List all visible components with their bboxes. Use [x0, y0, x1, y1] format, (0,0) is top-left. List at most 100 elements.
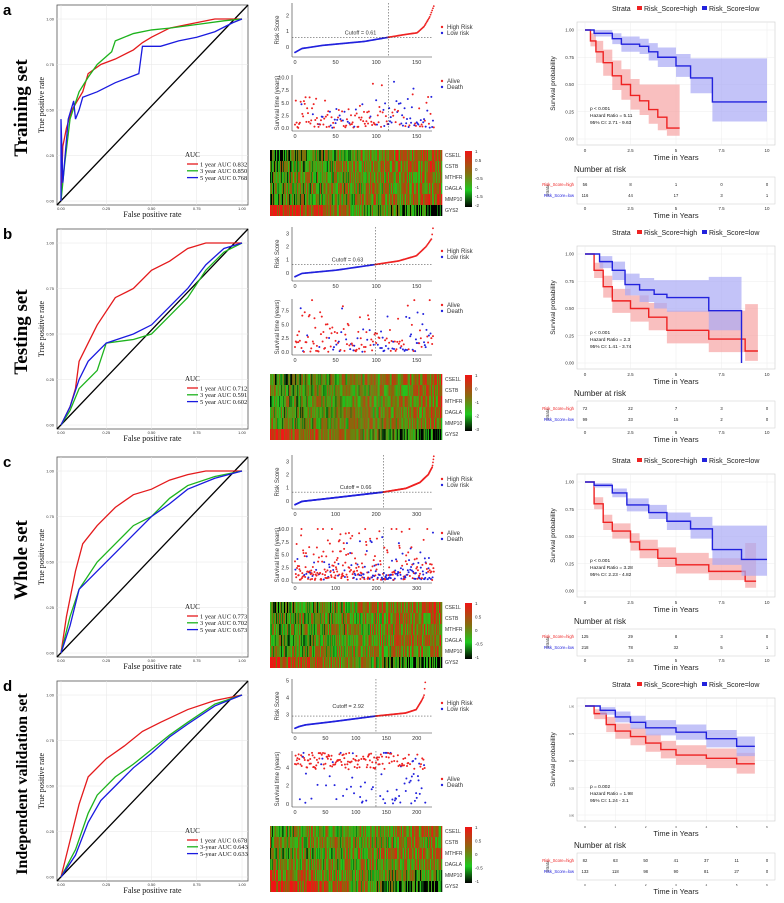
heatmap-cell	[312, 161, 314, 172]
alive-point	[388, 329, 391, 332]
km-stat-text: p < 0.001	[590, 558, 610, 564]
risk-xtick-label: 150	[412, 60, 421, 66]
heatmap-cell	[418, 396, 421, 407]
heatmap-cell	[422, 429, 425, 440]
heatmap-cell	[381, 613, 383, 624]
heatmap-cell	[415, 657, 417, 668]
heatmap-cell	[353, 150, 355, 161]
heatmap-cell	[364, 150, 366, 161]
heatmap-cell	[372, 429, 374, 440]
heatmap-cell	[304, 194, 306, 205]
heatmap-cell	[301, 418, 303, 429]
heatmap-cell	[430, 602, 432, 613]
alive-point	[342, 328, 345, 331]
alive-point	[305, 120, 308, 123]
heatmap-cell	[400, 161, 402, 172]
death-point	[415, 342, 418, 345]
heatmap-cell	[423, 396, 426, 407]
death-point	[331, 126, 334, 129]
heatmap-cell	[397, 172, 399, 183]
heatmap-cell	[308, 635, 310, 646]
km-xlabel: Time in Years	[653, 377, 698, 386]
heatmap-cell	[299, 194, 301, 205]
heatmap-cell	[353, 624, 355, 635]
surv-xtick-label: 300	[412, 586, 421, 592]
heatmap-cell	[372, 635, 374, 646]
heatmap-cell	[365, 183, 367, 194]
heatmap-cell	[376, 150, 378, 161]
heatmap-cell	[330, 613, 332, 624]
alive-point	[316, 571, 319, 574]
km-ytick-label: 0.75	[565, 507, 574, 512]
alive-point	[362, 110, 365, 113]
heatmap-cell	[367, 418, 369, 429]
km-ytick-label: 0.50	[565, 82, 574, 87]
death-point	[318, 345, 321, 348]
alive-point	[360, 572, 363, 575]
death-point	[424, 346, 427, 349]
heatmap-cell	[380, 183, 382, 194]
death-point	[352, 349, 355, 352]
heatmap-cell	[302, 161, 304, 172]
heatmap-cell	[400, 183, 402, 194]
auc-legend-entry: 1 year AUC 0.712	[200, 385, 247, 392]
heatmap-cell	[306, 183, 308, 194]
heatmap-cell	[312, 194, 314, 205]
heatmap-cell	[423, 407, 426, 418]
alive-point	[358, 347, 361, 350]
heatmap-cell	[370, 205, 372, 216]
heatmap-cell	[284, 374, 286, 385]
heatmap-cell	[299, 624, 301, 635]
alive-point	[391, 111, 394, 114]
roc-xtick-label: 1.00	[238, 430, 247, 435]
death-point	[425, 328, 428, 331]
heatmap-cell	[333, 172, 335, 183]
death-point	[358, 540, 361, 543]
heatmap-cell	[404, 418, 407, 429]
alive-point	[401, 564, 404, 567]
alive-point	[429, 112, 432, 115]
heatmap-cell	[283, 602, 285, 613]
heatmap-cell	[319, 161, 321, 172]
heatmap-cell	[437, 172, 439, 183]
heatmap-cell	[431, 624, 433, 635]
heatmap-cell	[401, 602, 403, 613]
death-point	[414, 350, 417, 353]
heatmap-cell	[288, 205, 290, 216]
heatmap-cell	[328, 635, 330, 646]
risk-table-xtick: 0	[584, 430, 587, 435]
heatmap-cell	[330, 385, 332, 396]
heatmap-row	[270, 429, 443, 440]
heatmap-cell	[415, 646, 417, 657]
heatmap-cell	[272, 396, 274, 407]
alive-point	[399, 571, 402, 574]
heatmap-cell	[282, 635, 284, 646]
heatmap-cell	[329, 205, 331, 216]
heatmap-cell	[388, 183, 390, 194]
heatmap-cell	[352, 161, 354, 172]
heatmap-cell	[373, 205, 375, 216]
heatmap-cell	[273, 635, 275, 646]
heatmap-cell	[291, 172, 293, 183]
heatmap-cell	[399, 624, 401, 635]
heatmap-cell	[296, 657, 298, 668]
heatmap-cell	[400, 172, 402, 183]
death-point	[410, 106, 413, 109]
heatmap-cell	[435, 602, 437, 613]
alive-point	[310, 347, 313, 350]
heatmap-cell	[389, 624, 391, 635]
panel-letter: c	[3, 454, 11, 471]
heatmap-cell	[377, 657, 379, 668]
death-point	[370, 541, 373, 544]
heatmap-cell	[311, 602, 313, 613]
death-point	[419, 119, 422, 122]
alive-point	[344, 126, 347, 129]
heatmap-cell	[335, 385, 337, 396]
heatmap-cell	[360, 396, 362, 407]
heatmap-cell	[412, 194, 414, 205]
heatmap-cell	[338, 396, 340, 407]
heatmap-cell	[353, 418, 355, 429]
heatmap-cell	[319, 194, 321, 205]
heatmap-cell	[367, 183, 369, 194]
